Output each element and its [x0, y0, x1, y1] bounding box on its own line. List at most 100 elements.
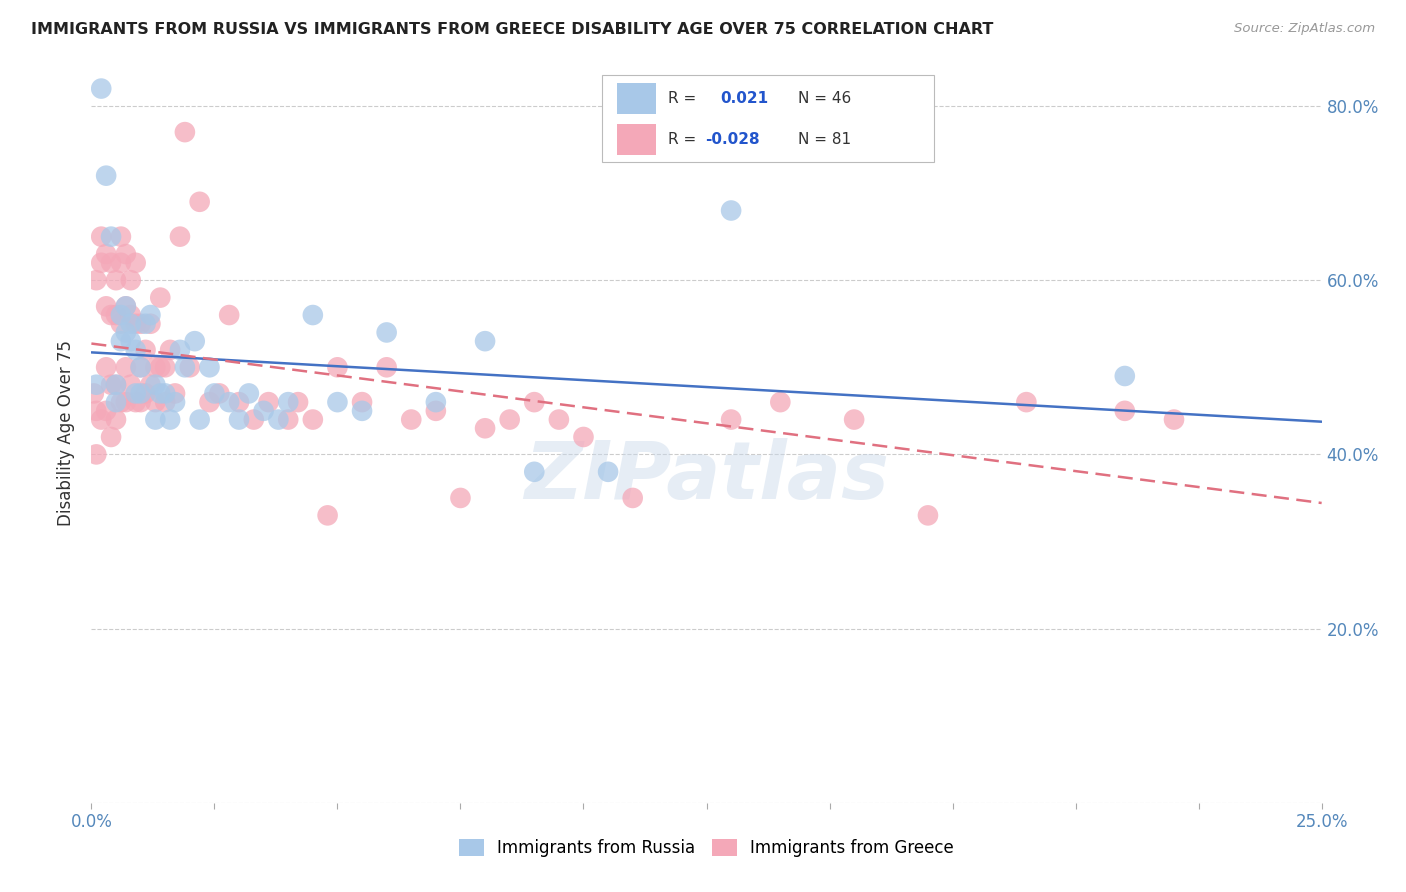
Text: N = 46: N = 46 [797, 91, 851, 106]
Point [86, 377, 108, 392]
Point [145, 412, 166, 426]
Point [228, 412, 250, 426]
Point [145, 360, 166, 375]
Point [86, 273, 108, 287]
Point [198, 395, 221, 409]
Point [257, 395, 280, 409]
Point [100, 229, 122, 244]
Point [1163, 412, 1185, 426]
Point [228, 395, 250, 409]
Point [129, 317, 152, 331]
Text: N = 81: N = 81 [797, 132, 851, 147]
Point [621, 491, 644, 505]
Point [114, 326, 138, 340]
Point [287, 395, 309, 409]
Point [139, 377, 162, 392]
Point [188, 194, 211, 209]
Point [153, 386, 177, 401]
Point [114, 299, 138, 313]
Text: ZIPatlas: ZIPatlas [524, 438, 889, 516]
Point [96, 169, 117, 183]
Text: 0.021: 0.021 [720, 91, 768, 106]
Point [135, 317, 156, 331]
Point [105, 412, 127, 426]
Point [149, 386, 172, 401]
Point [105, 273, 127, 287]
Point [179, 360, 201, 375]
Point [114, 395, 138, 409]
Point [842, 412, 865, 426]
Point [218, 395, 240, 409]
Point [277, 412, 299, 426]
Point [114, 247, 138, 261]
Point [129, 395, 152, 409]
Point [90, 229, 112, 244]
Point [1015, 395, 1038, 409]
Text: R =: R = [668, 132, 696, 147]
Point [114, 299, 138, 313]
Point [159, 343, 181, 357]
Point [1114, 369, 1136, 384]
Point [145, 395, 166, 409]
Point [352, 395, 374, 409]
Point [720, 203, 742, 218]
Point [105, 395, 127, 409]
Point [474, 334, 496, 348]
Point [86, 447, 108, 461]
Point [124, 386, 146, 401]
Point [139, 308, 162, 322]
Point [301, 308, 323, 322]
Point [129, 360, 152, 375]
Point [124, 317, 146, 331]
Point [523, 395, 546, 409]
Point [153, 360, 177, 375]
Point [449, 491, 471, 505]
Point [425, 404, 447, 418]
Point [129, 386, 152, 401]
Point [120, 317, 142, 331]
Point [149, 291, 172, 305]
Point [96, 247, 117, 261]
Point [169, 229, 191, 244]
Point [474, 421, 496, 435]
Point [198, 360, 221, 375]
Point [277, 395, 299, 409]
Legend: Immigrants from Russia, Immigrants from Greece: Immigrants from Russia, Immigrants from … [458, 839, 955, 857]
Point [120, 377, 142, 392]
Point [135, 343, 156, 357]
Point [159, 412, 181, 426]
Point [110, 334, 132, 348]
Point [120, 308, 142, 322]
Point [572, 430, 595, 444]
Point [100, 256, 122, 270]
Point [105, 308, 127, 322]
Point [316, 508, 339, 523]
Point [100, 377, 122, 392]
Point [375, 326, 398, 340]
Point [242, 412, 264, 426]
Point [100, 430, 122, 444]
Point [124, 395, 146, 409]
Point [174, 360, 197, 375]
Point [917, 508, 939, 523]
Point [208, 386, 231, 401]
Point [96, 360, 117, 375]
Point [120, 334, 142, 348]
Point [301, 412, 323, 426]
Point [547, 412, 569, 426]
Point [110, 395, 132, 409]
Point [110, 308, 132, 322]
Point [83, 386, 105, 401]
Point [110, 256, 132, 270]
Point [425, 395, 447, 409]
Point [90, 256, 112, 270]
Point [86, 404, 108, 418]
Point [145, 377, 166, 392]
Point [153, 395, 177, 409]
Point [105, 377, 127, 392]
Point [110, 229, 132, 244]
Text: IMMIGRANTS FROM RUSSIA VS IMMIGRANTS FROM GREECE DISABILITY AGE OVER 75 CORRELAT: IMMIGRANTS FROM RUSSIA VS IMMIGRANTS FRO… [31, 22, 993, 37]
Point [163, 386, 186, 401]
FancyBboxPatch shape [617, 83, 657, 114]
Point [139, 317, 162, 331]
